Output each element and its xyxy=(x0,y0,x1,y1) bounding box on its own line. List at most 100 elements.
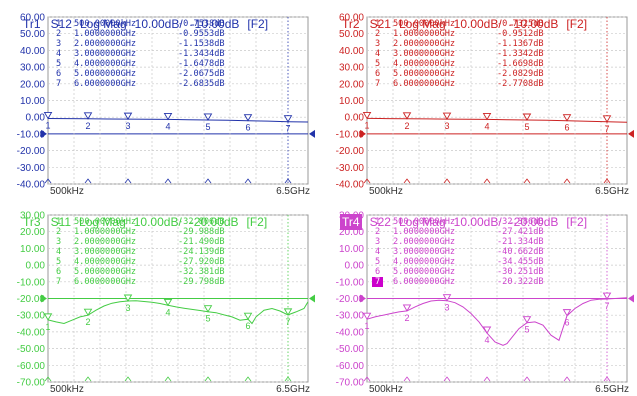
y-tick-label: 20.00 xyxy=(339,79,364,90)
trace-scale[interactable]: 10.00dB/ xyxy=(133,215,182,229)
marker-value: -2.6835dB xyxy=(178,79,225,89)
marker-frequency: 500.00000kHz xyxy=(74,217,137,227)
trace-parameter[interactable]: S11 xyxy=(50,215,72,229)
marker-position-indicator xyxy=(244,376,252,382)
trace-label[interactable]: Tr1 xyxy=(23,17,41,31)
marker-4-triangle[interactable] xyxy=(482,112,492,121)
y-tick-label: 10.00 xyxy=(339,244,364,255)
marker-frequency: 3.0000000GHz xyxy=(393,49,456,59)
marker-7-triangle[interactable] xyxy=(602,292,612,300)
marker-value: -20.322dB xyxy=(497,277,544,287)
y-tick-label: 50.00 xyxy=(339,29,364,40)
y-tick-label: -20.00 xyxy=(336,294,365,305)
marker-2-label: 2 xyxy=(85,121,90,131)
marker-4-triangle[interactable] xyxy=(163,112,173,121)
marker-1-label: 1 xyxy=(46,322,51,332)
y-tick-label: 60.00 xyxy=(20,13,45,24)
marker-3-triangle[interactable] xyxy=(123,112,133,121)
trace-parameter[interactable]: S22 xyxy=(369,215,391,229)
y-tick-label: -60.00 xyxy=(17,361,46,372)
trace-format[interactable]: Log Mag xyxy=(79,17,127,31)
trace-reference[interactable]: -10.00dB xyxy=(190,17,240,31)
trace-plot-tr2: 60.00 50.00 40.00 30.00 20.00 10.00 0.00 -10.00… xyxy=(336,13,634,197)
marker-frequency: 5.0000000GHz xyxy=(74,267,137,277)
trace-format[interactable]: Log Mag xyxy=(79,215,126,229)
y-tick-label: 50.00 xyxy=(20,29,45,40)
trace-scale[interactable]: 10.00dB/ xyxy=(134,17,183,31)
marker-5-triangle[interactable] xyxy=(203,113,213,121)
trace-label[interactable]: Tr4 xyxy=(340,214,362,230)
trace-label[interactable]: Tr2 xyxy=(342,17,360,31)
marker-number: 5 xyxy=(56,59,62,69)
marker-2-triangle[interactable] xyxy=(83,112,93,120)
trace-scale[interactable]: 10.00dB/ xyxy=(453,215,502,229)
marker-1-triangle[interactable] xyxy=(43,112,53,120)
marker-frequency: 4.0000000GHz xyxy=(393,257,456,267)
reference-arrow-right xyxy=(309,294,315,303)
marker-1-triangle[interactable] xyxy=(362,111,372,120)
trace-panel-tr4-s22[interactable]: 30.0020.0010.000.00-10.00-20.00-30.00-40… xyxy=(319,198,637,396)
y-tick-label: -30.00 xyxy=(17,163,46,174)
marker-6-triangle[interactable] xyxy=(562,114,572,122)
marker-1-triangle[interactable] xyxy=(362,312,372,321)
marker-2-triangle[interactable] xyxy=(402,304,412,312)
marker-7-triangle[interactable] xyxy=(283,308,293,316)
reference-arrow-left xyxy=(41,129,47,138)
marker-number: 3 xyxy=(375,39,381,49)
marker-6-triangle[interactable] xyxy=(243,114,253,122)
marker-value: -1.1367dB xyxy=(497,39,544,49)
reference-arrow-right xyxy=(628,294,634,303)
marker-value: -1.3342dB xyxy=(497,49,544,59)
marker-number: 7 xyxy=(372,277,384,287)
y-tick-label: -10.00 xyxy=(17,277,46,288)
marker-3-triangle[interactable] xyxy=(442,294,452,302)
trace-format[interactable]: Log Mag xyxy=(398,215,446,229)
trace-parameter[interactable]: S21 xyxy=(369,17,391,31)
trace-label[interactable]: Tr3 xyxy=(23,215,41,229)
marker-position-indicator xyxy=(284,376,292,382)
trace-panel-tr3-s11[interactable]: 30.00 20.00 10.00 0.00 -10.00 -20.00 -30.00 -40… xyxy=(0,198,318,396)
marker-value: -29.988dB xyxy=(178,227,225,237)
y-tick-label: 30.00 xyxy=(20,63,45,74)
trace-scale[interactable]: 10.00dB/ xyxy=(453,17,502,31)
marker-7-triangle[interactable] xyxy=(283,115,293,123)
marker-position-indicator xyxy=(443,178,451,184)
marker-value: -0.7325dB xyxy=(497,19,544,29)
marker-frequency: 3.0000000GHz xyxy=(74,49,137,59)
trace-panel-tr2-s21[interactable]: 60.00 50.00 40.00 30.00 20.00 10.00 0.00 -10.00… xyxy=(319,0,637,198)
marker-2-label: 2 xyxy=(85,317,90,327)
y-tick-label: 0.00 xyxy=(26,113,46,124)
marker-4-triangle[interactable] xyxy=(163,298,173,307)
marker-number: 1 xyxy=(375,19,381,29)
trace-format[interactable]: Log Mag xyxy=(398,17,446,31)
trace-reference[interactable]: -10.00dB xyxy=(509,17,559,31)
marker-3-triangle[interactable] xyxy=(123,294,133,302)
marker-1-label: 1 xyxy=(365,120,370,130)
y-tick-label: -40.00 xyxy=(17,180,46,191)
marker-4-triangle[interactable] xyxy=(482,326,492,334)
trace-title-tr4: Tr4 S22 Log Mag 10.00dB/ -20.00dB [F2] xyxy=(320,198,595,230)
trace-panel-tr1-s12[interactable]: 60.00 50.00 40.00 30.00 20.00 10.00 0.00 -10.00… xyxy=(0,0,318,198)
marker-1-triangle[interactable] xyxy=(43,313,53,321)
marker-2-triangle[interactable] xyxy=(402,112,412,120)
marker-5-triangle[interactable] xyxy=(203,305,213,313)
marker-7-triangle[interactable] xyxy=(602,115,612,123)
marker-3-triangle[interactable] xyxy=(442,112,452,120)
marker-5-label: 5 xyxy=(524,122,529,132)
marker-1-label: 1 xyxy=(365,321,370,331)
marker-number: 1 xyxy=(56,19,62,29)
marker-4-label: 4 xyxy=(165,121,170,131)
marker-frequency: 2.0000000GHz xyxy=(393,39,456,49)
marker-6-triangle[interactable] xyxy=(562,309,572,317)
trace-reference[interactable]: -20.00dB xyxy=(509,215,559,229)
marker-position-indicator xyxy=(44,376,52,382)
marker-5-triangle[interactable] xyxy=(522,113,532,121)
marker-5-triangle[interactable] xyxy=(522,316,532,324)
marker-number: 6 xyxy=(375,69,381,79)
trace-parameter[interactable]: S12 xyxy=(50,17,72,31)
marker-2-triangle[interactable] xyxy=(83,308,93,317)
x-start-label: 500kHz xyxy=(50,186,84,197)
trace-reference[interactable]: -20.00dB xyxy=(189,215,239,229)
marker-3-label: 3 xyxy=(444,303,449,313)
marker-6-triangle[interactable] xyxy=(243,312,253,321)
